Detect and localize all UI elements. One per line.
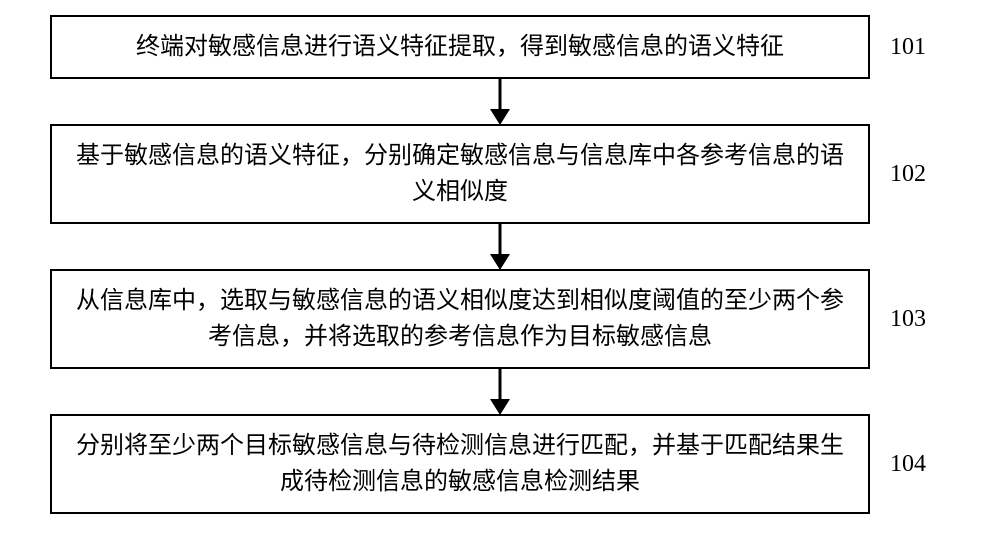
step-box-1: 终端对敏感信息进行语义特征提取，得到敏感信息的语义特征 [50, 15, 870, 79]
step-label-2: 102 [890, 161, 926, 188]
step-box-2: 基于敏感信息的语义特征，分别确定敏感信息与信息库中各参考信息的语义相似度 [50, 124, 870, 224]
step-text-1: 终端对敏感信息进行语义特征提取，得到敏感信息的语义特征 [136, 34, 784, 60]
arrow-line-1 [499, 79, 502, 111]
step-label-1: 101 [890, 34, 926, 61]
step-row-4: 分别将至少两个目标敏感信息与待检测信息进行匹配，并基于匹配结果生成待检测信息的敏… [50, 414, 950, 514]
step-box-3: 从信息库中，选取与敏感信息的语义相似度达到相似度阈值的至少两个参考信息，并将选取… [50, 269, 870, 369]
step-row-1: 终端对敏感信息进行语义特征提取，得到敏感信息的语义特征 101 [50, 15, 950, 79]
step-text-4: 分别将至少两个目标敏感信息与待检测信息进行匹配，并基于匹配结果生成待检测信息的敏… [76, 433, 844, 495]
step-text-2: 基于敏感信息的语义特征，分别确定敏感信息与信息库中各参考信息的语义相似度 [76, 143, 844, 205]
arrow-3 [90, 369, 910, 414]
step-row-3: 从信息库中，选取与敏感信息的语义相似度达到相似度阈值的至少两个参考信息，并将选取… [50, 269, 950, 369]
step-row-2: 基于敏感信息的语义特征，分别确定敏感信息与信息库中各参考信息的语义相似度 102 [50, 124, 950, 224]
arrow-1 [90, 79, 910, 124]
arrow-line-3 [499, 369, 502, 401]
arrow-head-2 [490, 254, 510, 270]
arrow-2 [90, 224, 910, 269]
step-text-3: 从信息库中，选取与敏感信息的语义相似度达到相似度阈值的至少两个参考信息，并将选取… [76, 288, 844, 350]
step-label-3: 103 [890, 306, 926, 333]
arrow-head-1 [490, 109, 510, 125]
flowchart-container: 终端对敏感信息进行语义特征提取，得到敏感信息的语义特征 101 基于敏感信息的语… [50, 15, 950, 514]
step-label-4: 104 [890, 451, 926, 478]
step-box-4: 分别将至少两个目标敏感信息与待检测信息进行匹配，并基于匹配结果生成待检测信息的敏… [50, 414, 870, 514]
arrow-head-3 [490, 399, 510, 415]
arrow-line-2 [499, 224, 502, 256]
